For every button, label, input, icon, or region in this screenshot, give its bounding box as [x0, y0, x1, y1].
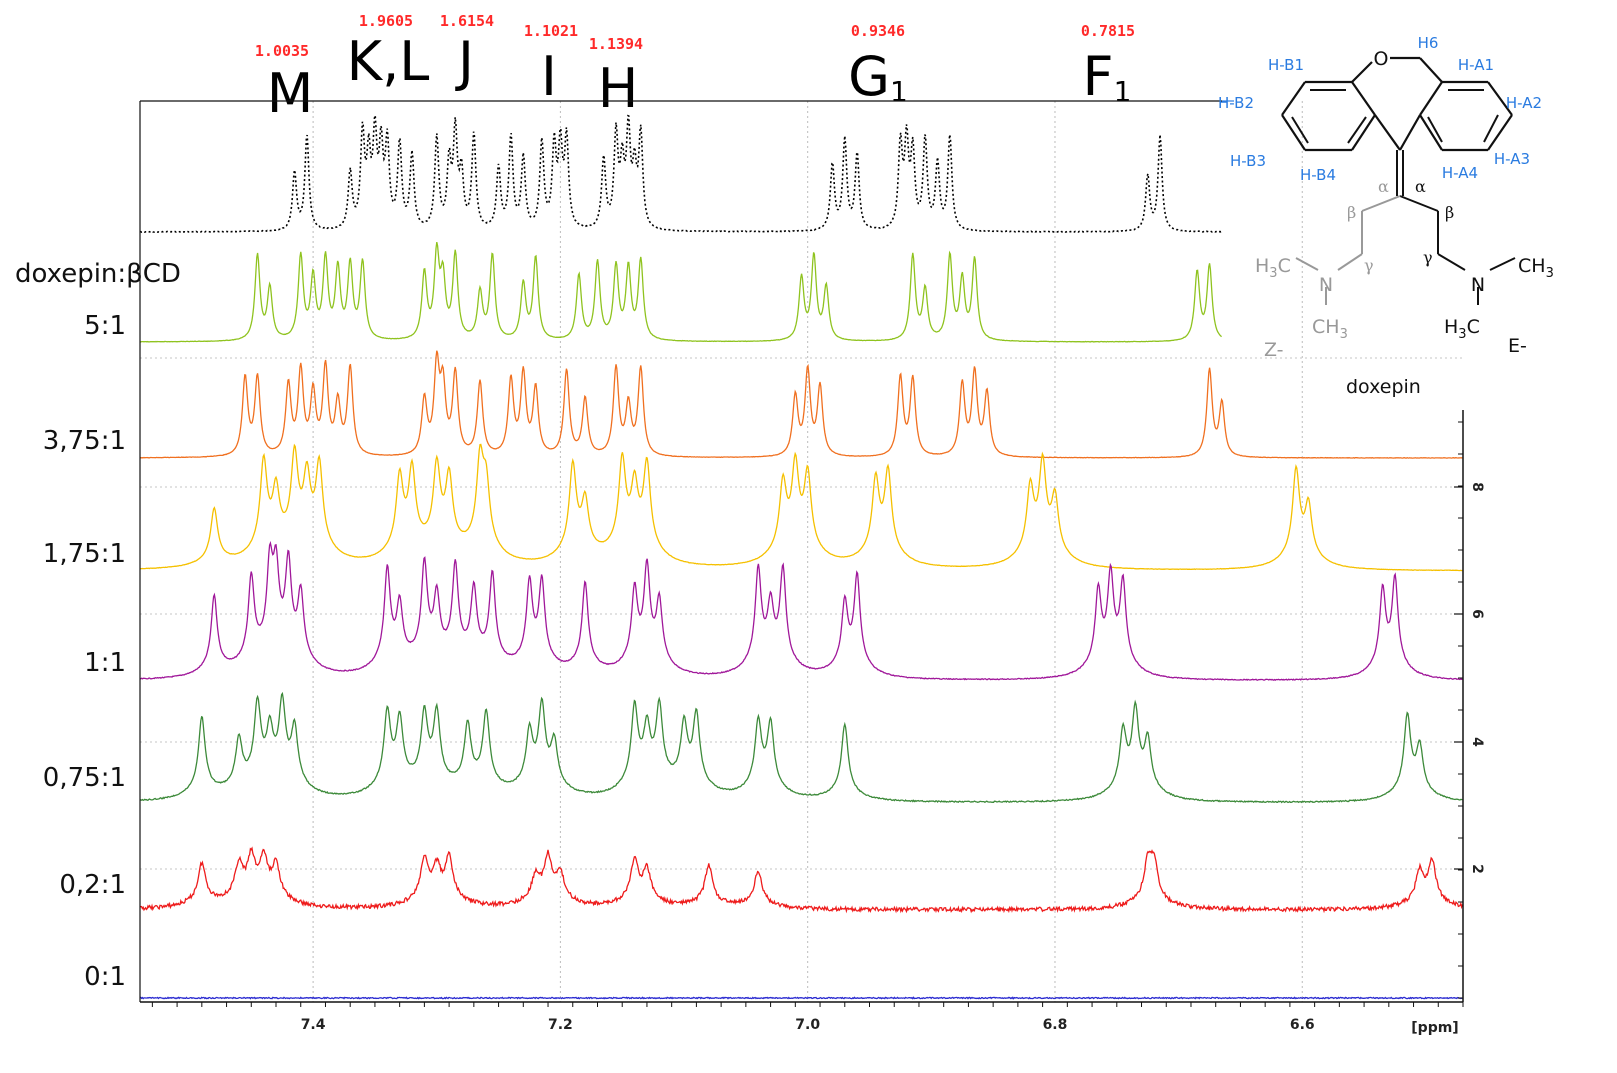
ratio-label-1-75-1: 1,75:1	[43, 539, 126, 569]
ratio-label-0-2-1: 0,2:1	[59, 870, 126, 900]
nitrogen-atom-z: N	[1319, 274, 1333, 296]
trace-1-1	[139, 540, 1463, 682]
peak-label-g: G1	[848, 45, 908, 108]
proton-label-h-b3: H-B3	[1230, 152, 1266, 170]
peak-labels: M 1.0035 K,L1.9605 J1.6154 I 1.1021 H 1.1394 G1 0…	[255, 12, 1135, 125]
trace-1-75-1	[139, 443, 1463, 572]
y-tick-label: 6	[1469, 609, 1485, 619]
proton-label-h-a4: H-A4	[1442, 164, 1478, 182]
x-axis-title: [ppm]	[1411, 1020, 1458, 1036]
integral-value: 1.1021	[524, 22, 578, 40]
spectra-traces	[139, 114, 1464, 1000]
z-chain-bond	[1337, 253, 1363, 271]
proton-label-h-a3: H-A3	[1494, 150, 1530, 168]
beta-label-z: β	[1347, 203, 1356, 222]
right-ring-double-bond	[1427, 116, 1443, 143]
alpha-label-e: α	[1415, 177, 1426, 196]
x-tick-label: 7.4	[301, 1017, 326, 1033]
ratio-labels: doxepin:βCD 5:1 3,75:1 1,75:1 1:1 0,75:1 0,2:1…	[15, 259, 181, 992]
left-ring-bond	[1351, 114, 1376, 151]
left-ring-double-bond	[1291, 116, 1309, 144]
z-isomer-label: Z-	[1264, 339, 1284, 361]
peak-label-f: F1	[1083, 45, 1132, 108]
ratio-label-5-1: 5:1	[84, 311, 126, 341]
nitrogen-atom-e: N	[1471, 274, 1485, 296]
y-tick-label: 8	[1469, 482, 1485, 492]
axes: 7.4 7.2 7.0 6.8 6.6 [ppm] 2 4 6 8	[139, 100, 1485, 1036]
e-chain-bond	[1399, 195, 1439, 212]
proton-label-h6: H6	[1418, 34, 1439, 52]
methyl-z-left: H3C	[1255, 255, 1291, 281]
ratio-label-0-1: 0:1	[84, 962, 126, 992]
series-header-label: doxepin:βCD	[15, 259, 181, 289]
structure-name: doxepin	[1346, 376, 1421, 398]
ratio-label-0-75-1: 0,75:1	[43, 763, 126, 793]
integral-value: 1.6154	[440, 12, 494, 30]
right-ring-bond	[1419, 81, 1443, 116]
peak-label-i: I	[541, 45, 557, 108]
oxygen-atom-label: O	[1374, 48, 1389, 70]
x-tick-label: 7.2	[548, 1017, 573, 1033]
proton-label-h-a2: H-A2	[1506, 94, 1542, 112]
trace-0-2-1	[139, 846, 1464, 914]
reference-trace-doxepin	[140, 114, 1222, 233]
gamma-label-z: γ	[1364, 256, 1374, 275]
integral-value: 1.9605	[359, 12, 413, 30]
oxepin-bond	[1351, 61, 1373, 83]
trace-5-1	[139, 241, 1222, 343]
x-tick-label: 7.0	[795, 1017, 820, 1033]
integral-value: 0.9346	[851, 22, 905, 40]
right-ring-bond	[1419, 114, 1443, 151]
trace-3-75-1	[139, 350, 1463, 459]
peak-label-kl: K,L	[347, 30, 430, 93]
right-ring-bond	[1487, 114, 1513, 151]
z-chain-bond	[1295, 257, 1319, 271]
proton-label-h-b1: H-B1	[1268, 56, 1304, 74]
x-tick-label: 6.6	[1290, 1017, 1315, 1033]
alpha-label-z: α	[1378, 177, 1389, 196]
x-tick-label: 6.8	[1043, 1017, 1068, 1033]
z-chain-bond	[1361, 195, 1401, 212]
oxepin-bond	[1419, 57, 1443, 83]
left-ring-bond	[1281, 114, 1306, 151]
y-tick-label: 4	[1469, 737, 1485, 747]
proton-label-h-b4: H-B4	[1300, 166, 1336, 184]
right-ring-bond	[1487, 81, 1513, 116]
integral-value: 1.0035	[255, 42, 309, 60]
oxepin-bond	[1374, 114, 1401, 151]
proton-label-h-b2: H-B2	[1218, 94, 1254, 112]
y-tick-label: 2	[1469, 864, 1485, 874]
methyl-e-right: CH3	[1518, 255, 1554, 281]
methyl-z-bottom: CH3	[1312, 316, 1348, 342]
peak-label-m: M	[267, 62, 314, 125]
grid-layer	[140, 101, 1463, 1002]
left-ring-bond	[1281, 81, 1306, 116]
peak-label-h: H	[598, 57, 639, 120]
peak-label-j: J	[455, 30, 474, 93]
e-chain-bond	[1437, 253, 1466, 271]
oxepin-bond	[1399, 114, 1421, 151]
trace-0-1	[139, 996, 1463, 1000]
beta-label-e: β	[1445, 203, 1454, 222]
trace-0-75-1	[139, 691, 1463, 804]
proton-label-h-a1: H-A1	[1458, 56, 1494, 74]
integral-value: 0.7815	[1081, 22, 1135, 40]
e-chain-bond	[1489, 257, 1516, 271]
methyl-e-bottom: H3C	[1444, 316, 1480, 342]
e-isomer-label: E-	[1508, 335, 1527, 357]
ratio-label-1-1: 1:1	[84, 648, 126, 678]
right-ring-double-bond	[1483, 114, 1499, 143]
left-ring-bond	[1351, 81, 1376, 116]
integral-value: 1.1394	[589, 35, 643, 53]
left-ring-double-bond	[1347, 116, 1367, 144]
ratio-label-3-75-1: 3,75:1	[43, 426, 126, 456]
gamma-label-e: γ	[1423, 248, 1433, 267]
